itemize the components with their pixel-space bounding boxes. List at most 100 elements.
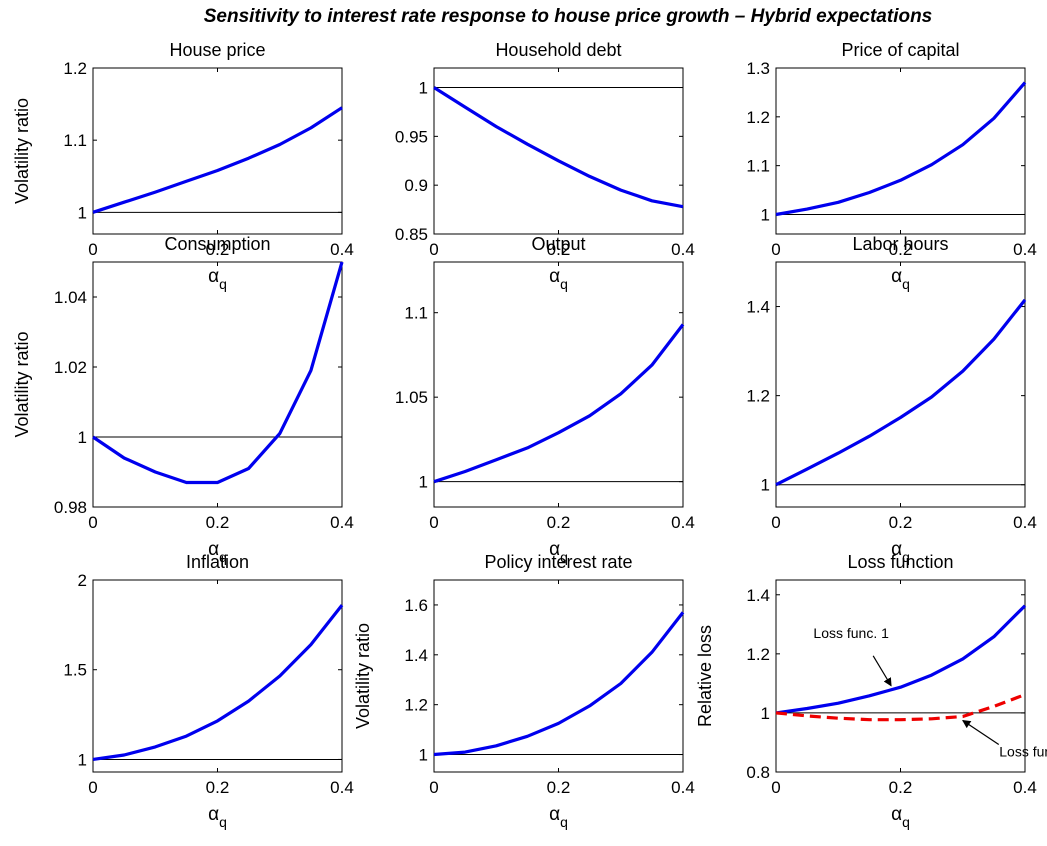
y-tick-label: 0.8 [746, 763, 770, 782]
y-tick-label: 1 [78, 750, 87, 769]
y-tick-label: 1 [761, 205, 770, 224]
x-tick-label: 0.2 [547, 778, 571, 797]
x-axis-label-symbol: α [208, 266, 219, 287]
x-axis-label-subscript: q [560, 549, 568, 565]
y-tick-label: 1.4 [746, 586, 770, 605]
series-line-1 [775, 81, 1027, 217]
y-tick-label: 1.1 [63, 131, 87, 150]
panel-title: Consumption [164, 234, 270, 254]
x-axis-label-symbol: α [549, 266, 560, 287]
annotation-arrow [962, 719, 1000, 745]
series-line-1 [92, 106, 343, 214]
x-tick-label: 0.4 [330, 240, 354, 259]
y-axis-label: Relative loss [695, 625, 715, 727]
x-tick-label: 0.2 [206, 513, 230, 532]
x-tick-label: 0.4 [1013, 240, 1037, 259]
annotation-label: Loss func. 2 [999, 743, 1047, 759]
annotation-arrow [872, 655, 892, 687]
x-axis-label: αq [208, 266, 227, 292]
x-tick-label: 0.2 [206, 240, 230, 259]
series-line-1 [775, 604, 1027, 715]
x-tick-label: 0.4 [1013, 778, 1037, 797]
panel-consumption: 0 0.2 0.40.9811.021.04ConsumptionαqVolatil… [12, 234, 354, 565]
x-tick-label: 0 [88, 240, 97, 259]
x-tick-label: 0 [88, 778, 97, 797]
x-tick-label: 0.2 [547, 513, 571, 532]
x-axis-label: αq [549, 266, 568, 292]
x-tick-label: 0 [429, 513, 438, 532]
plot-area [775, 261, 1026, 508]
panel-title: Inflation [186, 552, 249, 572]
x-tick-label: 0 [429, 240, 438, 259]
x-axis-label-subscript: q [219, 814, 227, 830]
y-tick-label: 1.02 [54, 358, 87, 377]
plot-area [92, 67, 343, 235]
y-tick-label: 1.2 [746, 108, 770, 127]
panel-price-of-capital: 0 0.2 0.4 1 1.1 1.2 1.3 Price of capital αq [746, 40, 1036, 292]
x-axis-label-symbol: α [891, 804, 902, 825]
x-tick-label: 0.4 [671, 240, 695, 259]
panel-household-debt: 0 0.2 0.4 0.85 0.9 0.95 1 Household debt αq [395, 40, 695, 292]
panel-title: Household debt [495, 40, 621, 60]
y-tick-label: 1 [419, 79, 428, 98]
series-line-1 [433, 323, 685, 484]
series-line-1 [433, 86, 684, 209]
x-axis-label: αq [891, 266, 910, 292]
y-tick-label: 0.95 [395, 127, 428, 146]
y-tick-label: 1.5 [63, 661, 87, 680]
panel-title: House price [169, 40, 265, 60]
x-axis-label-symbol: α [549, 804, 560, 825]
x-tick-label: 0.2 [889, 778, 913, 797]
plot-area [433, 579, 684, 773]
panel-title: Labor hours [852, 234, 948, 254]
x-tick-label: 0 [429, 778, 438, 797]
x-tick-label: 0.4 [671, 778, 695, 797]
plot-area [92, 579, 343, 773]
y-tick-label: 1 [78, 203, 87, 222]
panel-title: Loss function [847, 552, 953, 572]
x-tick-label: 0.4 [330, 513, 354, 532]
x-axis-label-subscript: q [902, 276, 910, 292]
figure-title: Sensitivity to interest rate response to… [204, 6, 933, 27]
y-tick-label: 1.04 [54, 288, 87, 307]
x-axis-label-symbol: α [549, 539, 560, 560]
y-tick-label: 1 [419, 473, 428, 492]
y-axis-label: Volatility ratio [12, 98, 32, 204]
x-axis-label-subscript: q [560, 276, 568, 292]
y-tick-label: 0.85 [395, 225, 428, 244]
annotation-label: Loss func. 1 [813, 625, 889, 641]
x-tick-label: 0.2 [206, 778, 230, 797]
x-axis-label: αq [208, 804, 227, 830]
panel-house-price: 0 0.2 0.4 1 1.1 1.2 House price αq Volatility ra… [12, 40, 354, 292]
series-line-1 [775, 298, 1027, 487]
x-tick-label: 0.2 [889, 240, 913, 259]
y-axis-label: Volatility ratio [12, 331, 32, 437]
x-axis-label-symbol: α [891, 266, 902, 287]
panel-title: Output [531, 234, 585, 254]
x-tick-label: 0.4 [671, 513, 695, 532]
plot-area [433, 67, 684, 235]
panel-title: Price of capital [841, 40, 959, 60]
y-tick-label: 1.2 [404, 696, 428, 715]
x-axis-label: αq [891, 804, 910, 830]
x-axis-label-symbol: α [891, 539, 902, 560]
y-tick-label: 1.6 [404, 596, 428, 615]
plot-area [775, 579, 1026, 773]
x-tick-label: 0 [771, 513, 780, 532]
y-tick-label: 1 [78, 428, 87, 447]
y-tick-label: 1 [419, 746, 428, 765]
x-axis-label: αq [208, 539, 227, 565]
series-line-2 [775, 693, 1026, 722]
x-axis-label-subscript: q [219, 276, 227, 292]
y-tick-label: 1.4 [404, 646, 428, 665]
series-line-1 [92, 604, 344, 761]
y-axis-label: Volatility ratio [353, 623, 373, 729]
y-tick-label: 1.1 [404, 304, 428, 323]
y-tick-label: 1.05 [395, 388, 428, 407]
x-axis-label-subscript: q [902, 814, 910, 830]
